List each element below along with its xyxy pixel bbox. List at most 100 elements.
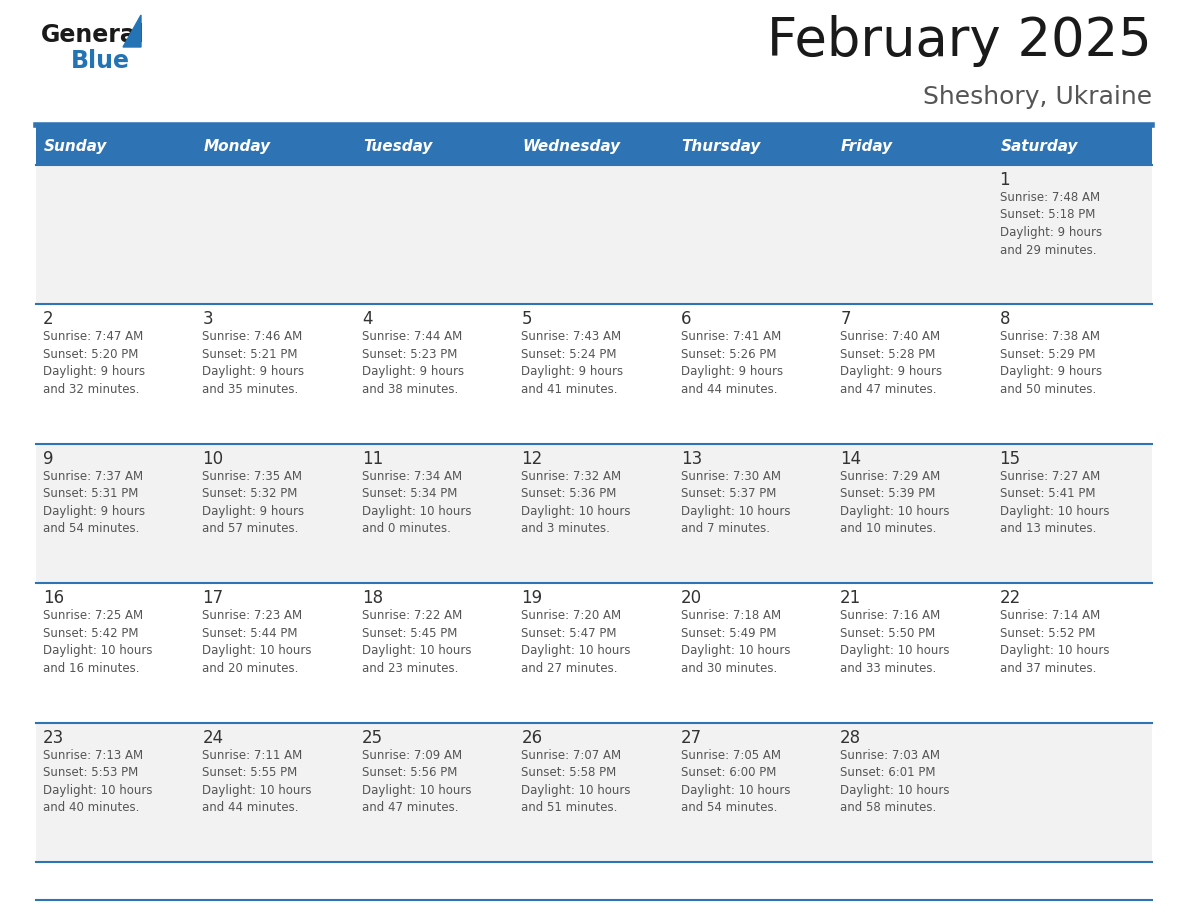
Text: Wednesday: Wednesday (523, 139, 620, 153)
Text: Thursday: Thursday (682, 139, 762, 153)
Bar (514, 305, 674, 443)
Text: Sunset: 5:49 PM: Sunset: 5:49 PM (681, 627, 776, 640)
Text: Daylight: 10 hours: Daylight: 10 hours (840, 784, 949, 797)
Text: 2: 2 (43, 310, 53, 329)
Text: 26: 26 (522, 729, 543, 746)
Text: Sunset: 5:42 PM: Sunset: 5:42 PM (43, 627, 139, 640)
Text: 16: 16 (43, 589, 64, 607)
Text: Sunrise: 7:05 AM: Sunrise: 7:05 AM (681, 748, 781, 762)
Text: 18: 18 (362, 589, 383, 607)
Text: Daylight: 9 hours: Daylight: 9 hours (43, 365, 145, 378)
Text: Sunset: 5:36 PM: Sunset: 5:36 PM (522, 487, 617, 500)
Bar (355, 443, 514, 583)
Text: and 57 minutes.: and 57 minutes. (202, 522, 299, 535)
Text: and 27 minutes.: and 27 minutes. (522, 662, 618, 675)
Text: Sunset: 5:21 PM: Sunset: 5:21 PM (202, 348, 298, 361)
Text: Sunrise: 7:16 AM: Sunrise: 7:16 AM (840, 610, 941, 622)
Text: Sunrise: 7:27 AM: Sunrise: 7:27 AM (999, 470, 1100, 483)
Text: 24: 24 (202, 729, 223, 746)
Bar (514, 127, 674, 165)
Text: 1: 1 (999, 171, 1010, 189)
Text: and 47 minutes.: and 47 minutes. (362, 801, 459, 814)
Text: Sunrise: 7:03 AM: Sunrise: 7:03 AM (840, 748, 940, 762)
Bar (674, 127, 833, 165)
Text: and 51 minutes.: and 51 minutes. (522, 801, 618, 814)
Text: Daylight: 10 hours: Daylight: 10 hours (999, 644, 1110, 657)
Bar (36, 127, 196, 165)
Bar (36, 165, 196, 305)
Text: Sunset: 5:20 PM: Sunset: 5:20 PM (43, 348, 138, 361)
Bar (355, 165, 514, 305)
Text: and 58 minutes.: and 58 minutes. (840, 801, 936, 814)
Text: Sunset: 5:55 PM: Sunset: 5:55 PM (202, 767, 298, 779)
Text: Sunrise: 7:13 AM: Sunrise: 7:13 AM (43, 748, 143, 762)
Text: Sunset: 5:44 PM: Sunset: 5:44 PM (202, 627, 298, 640)
Text: and 40 minutes.: and 40 minutes. (43, 801, 139, 814)
Text: and 54 minutes.: and 54 minutes. (43, 522, 139, 535)
Text: Sunset: 5:37 PM: Sunset: 5:37 PM (681, 487, 776, 500)
Text: Sunset: 5:41 PM: Sunset: 5:41 PM (999, 487, 1095, 500)
Bar (833, 127, 992, 165)
Text: February 2025: February 2025 (767, 15, 1152, 67)
Text: 28: 28 (840, 729, 861, 746)
Text: Daylight: 9 hours: Daylight: 9 hours (840, 365, 942, 378)
Text: Daylight: 10 hours: Daylight: 10 hours (362, 644, 472, 657)
Text: and 35 minutes.: and 35 minutes. (202, 383, 298, 396)
Text: 27: 27 (681, 729, 702, 746)
Text: 21: 21 (840, 589, 861, 607)
Bar (992, 583, 1152, 722)
Bar (674, 443, 833, 583)
Text: Sunrise: 7:09 AM: Sunrise: 7:09 AM (362, 748, 462, 762)
Text: Sunrise: 7:38 AM: Sunrise: 7:38 AM (999, 330, 1100, 343)
Text: and 23 minutes.: and 23 minutes. (362, 662, 459, 675)
Text: Sunset: 5:58 PM: Sunset: 5:58 PM (522, 767, 617, 779)
Text: Sunset: 6:00 PM: Sunset: 6:00 PM (681, 767, 776, 779)
Text: Sunrise: 7:40 AM: Sunrise: 7:40 AM (840, 330, 940, 343)
Text: Daylight: 10 hours: Daylight: 10 hours (681, 644, 790, 657)
Text: and 44 minutes.: and 44 minutes. (681, 383, 777, 396)
Text: Daylight: 9 hours: Daylight: 9 hours (681, 365, 783, 378)
Text: Daylight: 9 hours: Daylight: 9 hours (999, 226, 1101, 239)
Text: Daylight: 10 hours: Daylight: 10 hours (999, 505, 1110, 518)
Bar (514, 165, 674, 305)
Text: Sunset: 5:34 PM: Sunset: 5:34 PM (362, 487, 457, 500)
Text: 19: 19 (522, 589, 543, 607)
Text: and 44 minutes.: and 44 minutes. (202, 801, 299, 814)
Bar (992, 305, 1152, 443)
Bar (674, 722, 833, 862)
Text: and 50 minutes.: and 50 minutes. (999, 383, 1095, 396)
Text: and 32 minutes.: and 32 minutes. (43, 383, 139, 396)
Text: Sunset: 5:23 PM: Sunset: 5:23 PM (362, 348, 457, 361)
Text: Blue: Blue (71, 49, 129, 73)
Text: Sunrise: 7:48 AM: Sunrise: 7:48 AM (999, 191, 1100, 204)
Bar (355, 583, 514, 722)
Bar (355, 127, 514, 165)
Text: Sunset: 5:39 PM: Sunset: 5:39 PM (840, 487, 935, 500)
Text: Sunrise: 7:41 AM: Sunrise: 7:41 AM (681, 330, 781, 343)
Text: Sunset: 6:01 PM: Sunset: 6:01 PM (840, 767, 936, 779)
Text: Daylight: 9 hours: Daylight: 9 hours (362, 365, 465, 378)
Text: Sunrise: 7:22 AM: Sunrise: 7:22 AM (362, 610, 462, 622)
Text: Daylight: 10 hours: Daylight: 10 hours (522, 784, 631, 797)
Text: Sunrise: 7:23 AM: Sunrise: 7:23 AM (202, 610, 303, 622)
Bar (196, 165, 355, 305)
Text: Sunset: 5:31 PM: Sunset: 5:31 PM (43, 487, 138, 500)
Bar (833, 443, 992, 583)
Bar (514, 722, 674, 862)
Text: and 38 minutes.: and 38 minutes. (362, 383, 459, 396)
Text: Sunrise: 7:18 AM: Sunrise: 7:18 AM (681, 610, 781, 622)
Text: 5: 5 (522, 310, 532, 329)
Bar (992, 443, 1152, 583)
Text: Daylight: 10 hours: Daylight: 10 hours (43, 644, 152, 657)
Text: and 37 minutes.: and 37 minutes. (999, 662, 1097, 675)
Text: Daylight: 10 hours: Daylight: 10 hours (522, 644, 631, 657)
Text: Sunrise: 7:20 AM: Sunrise: 7:20 AM (522, 610, 621, 622)
Text: 10: 10 (202, 450, 223, 468)
Text: Sunrise: 7:44 AM: Sunrise: 7:44 AM (362, 330, 462, 343)
Text: 15: 15 (999, 450, 1020, 468)
Text: 3: 3 (202, 310, 213, 329)
Bar (833, 305, 992, 443)
Bar (833, 583, 992, 722)
Text: Daylight: 10 hours: Daylight: 10 hours (522, 505, 631, 518)
Text: Sunset: 5:50 PM: Sunset: 5:50 PM (840, 627, 935, 640)
